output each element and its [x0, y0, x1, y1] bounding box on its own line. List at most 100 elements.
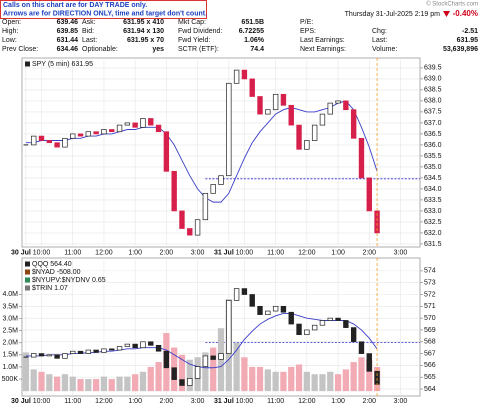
volume-bar	[233, 342, 240, 392]
x-tick-label: 31 Jul	[214, 398, 234, 405]
volume-bar	[256, 366, 264, 392]
candle	[38, 353, 45, 357]
y-tick-label: 633.5	[424, 197, 442, 204]
candle	[187, 378, 193, 386]
legend-swatch	[25, 277, 30, 283]
candle	[319, 320, 326, 326]
candle	[249, 78, 255, 97]
y-tick-label: 637.5	[424, 109, 442, 116]
candle	[109, 348, 115, 351]
field-value: 631.44	[57, 37, 79, 44]
volume-bar	[85, 379, 92, 392]
x-tick-label: 11:00	[267, 249, 284, 256]
candle	[327, 317, 333, 321]
candle	[148, 118, 154, 126]
volume-bar	[311, 374, 318, 392]
note-line: Calls on this chart are for DAY TRADE on…	[3, 2, 147, 9]
field-label: P/E:	[300, 19, 313, 26]
candle	[116, 346, 123, 351]
candle	[194, 219, 201, 236]
field-label: EPS:	[300, 28, 316, 35]
y-tick-label: 631.5	[424, 241, 442, 248]
x-tick-label: 2:00	[362, 398, 376, 405]
field-value: -2.51	[462, 28, 478, 35]
candle	[132, 343, 138, 349]
legend-label: $TRIN 1.07	[32, 285, 68, 292]
candle	[101, 348, 107, 353]
candle	[77, 350, 84, 354]
candle	[187, 228, 193, 236]
y-tick-label: 3.5M	[2, 303, 18, 310]
candle	[311, 124, 318, 141]
candle	[62, 353, 68, 359]
field-label: SCTR (ETF):	[178, 46, 219, 53]
candle	[272, 305, 279, 312]
candle	[241, 69, 248, 80]
field-label: Last Earnings:	[300, 37, 345, 44]
candle	[62, 137, 68, 148]
y-tick-label: 564	[424, 386, 436, 393]
y-tick-label: 574	[424, 268, 436, 275]
note-line: Arrows are for DIRECTION ONLY, time and …	[3, 10, 207, 17]
y-tick-label: 4.0M	[2, 291, 18, 298]
y-tick-label: 636.0	[424, 142, 442, 149]
x-tick-label: 1:00	[128, 249, 142, 256]
copyright: © StockCharts.com	[426, 1, 478, 8]
candle	[54, 142, 60, 148]
y-tick-label: 565	[424, 374, 436, 381]
candle	[233, 288, 240, 301]
candle	[304, 329, 310, 336]
field-label: Chg:	[372, 28, 387, 35]
x-tick-label: 1:00	[331, 398, 345, 405]
candle	[155, 344, 162, 352]
x-tick-label: 2:00	[160, 398, 174, 405]
candle	[226, 300, 232, 354]
volume-bar	[155, 362, 162, 392]
legend-label: $NYAD -508.00	[32, 269, 81, 276]
legend-label: SPY (5 min) 631.95	[32, 61, 93, 68]
legend-swatch	[25, 285, 30, 291]
candle	[335, 100, 341, 104]
candle	[179, 379, 185, 386]
volume-bar	[202, 352, 209, 392]
x-tick-label: 3:00	[394, 398, 408, 405]
date: Thursday 31-Jul-2025 2:19 pm	[345, 11, 440, 18]
field-label: Last:	[372, 37, 387, 44]
field-value: 53,639,896	[443, 46, 478, 53]
y-tick-label: 635.5	[424, 153, 442, 160]
y-tick-label: 1.0M	[2, 364, 18, 371]
candle	[124, 122, 131, 126]
volume-bar	[241, 357, 248, 392]
candle	[319, 113, 326, 126]
x-tick-label: 31 Jul	[214, 249, 234, 256]
field-label: Fwd Yield:	[178, 37, 210, 44]
field-label: High:	[2, 28, 18, 35]
candle	[23, 144, 29, 146]
candle	[23, 356, 29, 358]
x-tick-label: 2:00	[160, 249, 174, 256]
y-tick-label: 636.5	[424, 131, 442, 138]
candle	[179, 210, 185, 229]
candle	[140, 118, 146, 128]
y-tick-label: 500K	[2, 376, 19, 383]
candle	[358, 341, 365, 354]
field-value: 74.4	[250, 46, 264, 53]
candle	[148, 341, 154, 346]
volume-bar	[116, 376, 123, 392]
volume-bar	[22, 352, 30, 392]
y-tick-label: 633.0	[424, 208, 442, 215]
candle	[70, 350, 76, 354]
candle	[132, 122, 138, 128]
x-tick-label: 12:00	[298, 249, 316, 256]
candle	[366, 177, 372, 212]
candle	[101, 129, 107, 135]
candle	[171, 170, 177, 212]
y-tick-label: 572	[424, 291, 436, 298]
note-box	[0, 0, 207, 19]
field-label: Low:	[2, 37, 17, 44]
candle	[171, 367, 177, 380]
volume-bar	[342, 369, 349, 392]
y-tick-label: 638.5	[424, 87, 442, 94]
y-tick-label: 634.0	[424, 186, 442, 193]
